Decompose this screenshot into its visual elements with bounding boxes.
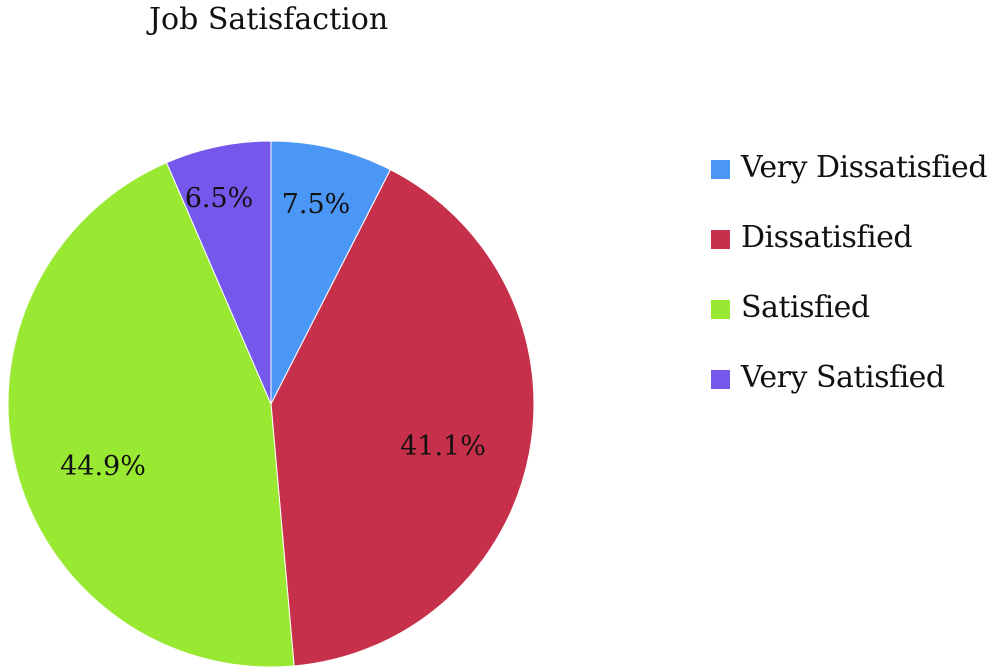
legend-label: Dissatisfied — [741, 220, 913, 255]
legend: Very Dissatisfied Dissatisfied Satisfied Ve… — [708, 148, 1000, 428]
legend-label: Satisfied — [741, 290, 870, 325]
legend-swatch — [711, 230, 730, 249]
slice-value-label: 6.5% — [185, 183, 254, 214]
pie-slice-very-dissatisfied — [270, 140, 392, 405]
chart-title: Job Satisfaction — [149, 2, 389, 37]
legend-item: Very Dissatisfied — [708, 148, 1000, 218]
legend-label: Very Satisfied — [741, 360, 945, 395]
legend-item: Satisfied — [708, 288, 1000, 358]
pie-slice-satisfied — [7, 161, 295, 668]
legend-label: Very Dissatisfied — [741, 150, 988, 185]
slice-value-label: 44.9% — [60, 451, 146, 482]
pie-slice-very-satisfied — [165, 140, 272, 405]
legend-item: Dissatisfied — [708, 218, 1000, 288]
legend-swatch — [711, 300, 730, 319]
slice-value-label: 7.5% — [282, 189, 351, 220]
pie-slice-dissatisfied — [270, 168, 535, 667]
legend-swatch — [711, 160, 730, 179]
slice-value-label: 41.1% — [400, 431, 486, 462]
legend-swatch — [711, 370, 730, 389]
legend-item: Very Satisfied — [708, 358, 1000, 428]
